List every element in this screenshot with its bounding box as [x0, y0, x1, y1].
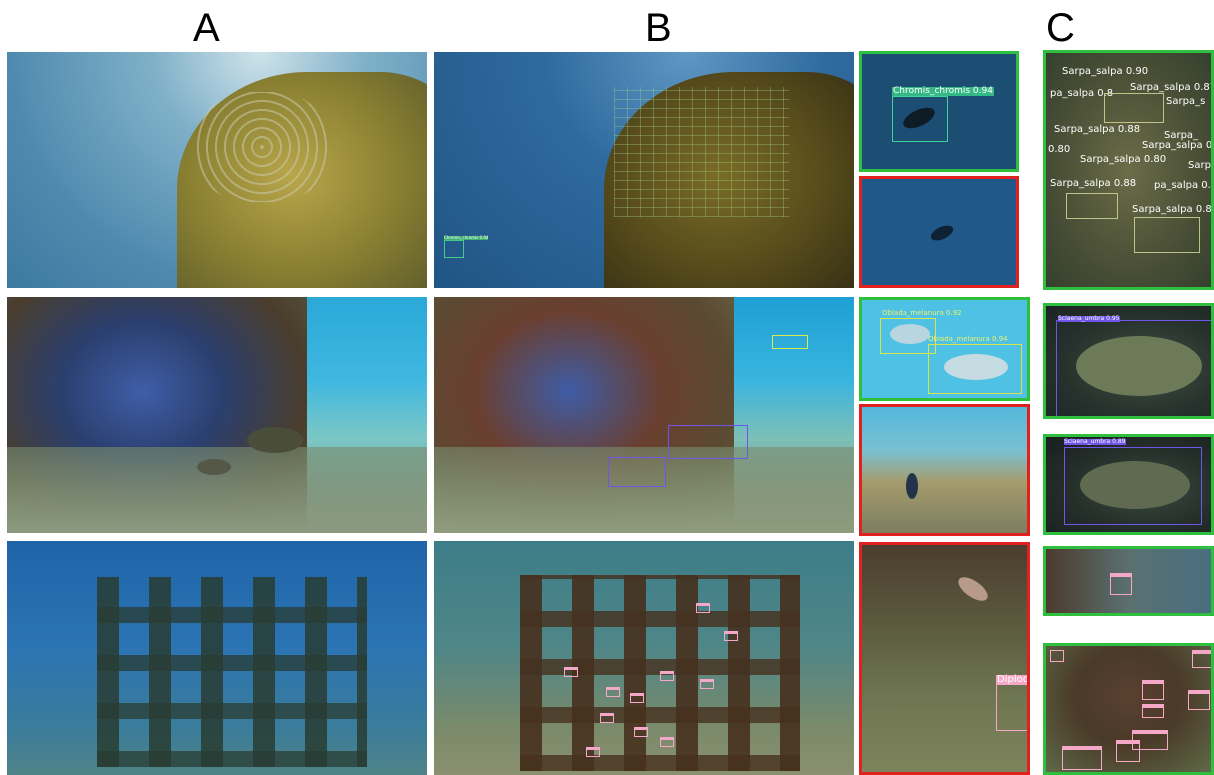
chromis-detection-label: Chromis_chromis 0.94 — [444, 235, 489, 240]
diplodus-box — [606, 687, 620, 697]
oblada-label-2: Oblada_melanura 0.94 — [928, 335, 1008, 343]
diplodus-box — [660, 737, 674, 747]
oblada-box — [772, 335, 808, 349]
chromis-label: Chromis_chromis 0.94 — [892, 86, 994, 96]
detection-image-structure — [434, 541, 854, 775]
dense-detection-boxes — [614, 87, 789, 217]
diplodus-box — [700, 679, 714, 689]
panel-label-a: A — [193, 6, 220, 50]
zoom-sciaena-2: Sciaena_umbra 0.89 — [1043, 434, 1214, 535]
sarpa-label-6: Sarpa_ — [1164, 130, 1199, 141]
sciaena-fish — [1080, 461, 1190, 509]
detection-image-reef — [434, 297, 854, 533]
original-image-school — [7, 52, 427, 288]
sarpa-label-2: Sarpa_salpa 0.87 — [1130, 82, 1214, 93]
missed-fish — [906, 473, 918, 499]
reef-floor — [434, 447, 854, 533]
fish — [197, 459, 231, 475]
oblada-box-2 — [928, 344, 1022, 394]
oblada-label-1: Oblada_melanura 0.92 — [882, 309, 962, 317]
diplodus-box — [1142, 704, 1164, 718]
sarpa-box — [1104, 93, 1164, 123]
rock-formation — [604, 72, 854, 288]
sarpa-box — [1134, 217, 1200, 253]
sarpa-label-7: Sarpa_salpa 0.85 — [1142, 140, 1213, 151]
sarpa-label-9: Sarpa_salpa 0.80 — [1080, 154, 1167, 165]
chromis-box — [892, 96, 948, 142]
panel-label-b: B — [645, 6, 672, 50]
zoom-missed-chromis — [859, 176, 1019, 288]
sciaena-box — [1064, 447, 1202, 525]
zoom-sarpa-salpa: Sarpa_salpa 0.90 Sarpa_salpa 0.87 pa_sal… — [1043, 50, 1214, 290]
diplodus-box — [1192, 650, 1211, 668]
original-image-structure — [7, 541, 427, 775]
panel-label-c: C — [1046, 6, 1075, 50]
sarpa-label-5: Sarpa_salpa 0.88 — [1054, 124, 1141, 135]
oblada-fish — [944, 354, 1008, 380]
oblada-fish — [890, 324, 930, 344]
fish — [954, 572, 992, 606]
fish — [247, 427, 303, 453]
sciaena-label-2: Sciaena_umbra 0.89 — [1064, 438, 1126, 445]
zoom-correct-oblada: Oblada_melanura 0.92 Oblada_melanura 0.9… — [859, 297, 1030, 401]
diplodus-box — [1062, 746, 1102, 770]
zoom-diplodus-1 — [1043, 546, 1214, 616]
diplodus-box — [600, 713, 614, 723]
diplodus-label: Diplod — [996, 674, 1030, 685]
zoom-correct-chromis: Chromis_chromis 0.94 — [859, 51, 1019, 172]
sciaena-box — [608, 457, 666, 487]
sarpa-label-12: pa_salpa 0.8 — [1154, 180, 1214, 191]
diplodus-box — [586, 747, 600, 757]
sciaena-box — [668, 425, 748, 459]
diplodus-box — [564, 667, 578, 677]
diplodus-box — [724, 631, 738, 641]
oblada-box-1 — [880, 318, 936, 354]
zoom-missed-diplodus: Diplod — [859, 542, 1030, 775]
diplodus-box — [660, 671, 674, 681]
diplodus-box — [1110, 573, 1132, 595]
diplodus-box — [1142, 680, 1164, 700]
sciaena-fish — [1076, 336, 1202, 396]
diplodus-box — [634, 727, 648, 737]
zoom-sciaena-1: Sciaena_umbra 0.95 — [1043, 303, 1214, 419]
missed-fish — [928, 222, 956, 244]
chromis-detection-box — [444, 240, 464, 258]
sciaena-box — [1056, 320, 1211, 416]
reef-structure — [97, 577, 367, 767]
sarpa-label-4: Sarpa_s — [1166, 96, 1206, 107]
sarpa-label-1: Sarpa_salpa 0.90 — [1062, 66, 1149, 77]
zoom-missed-oblada — [859, 404, 1030, 536]
diplodus-box — [1116, 740, 1140, 762]
diplodus-box — [1050, 650, 1064, 662]
sciaena-label-1: Sciaena_umbra 0.95 — [1058, 315, 1120, 322]
original-image-reef — [7, 297, 427, 533]
sarpa-label-11: Sarpa_salpa 0.88 — [1050, 178, 1137, 189]
detection-image-school: Chromis_chromis 0.94 — [434, 52, 854, 288]
fish-school — [197, 92, 327, 202]
sarpa-label-10: Sarp — [1188, 160, 1211, 171]
zoom-diplodus-2 — [1043, 643, 1214, 775]
sarpa-label-13: Sarpa_salpa 0.88 — [1132, 204, 1214, 215]
diplodus-box — [696, 603, 710, 613]
sarpa-label-8: 0.80 — [1048, 144, 1071, 155]
diplodus-box — [1188, 690, 1210, 710]
sarpa-label-3: pa_salpa 0.8 — [1050, 88, 1114, 99]
diplodus-box — [630, 693, 644, 703]
sarpa-box — [1066, 193, 1118, 219]
